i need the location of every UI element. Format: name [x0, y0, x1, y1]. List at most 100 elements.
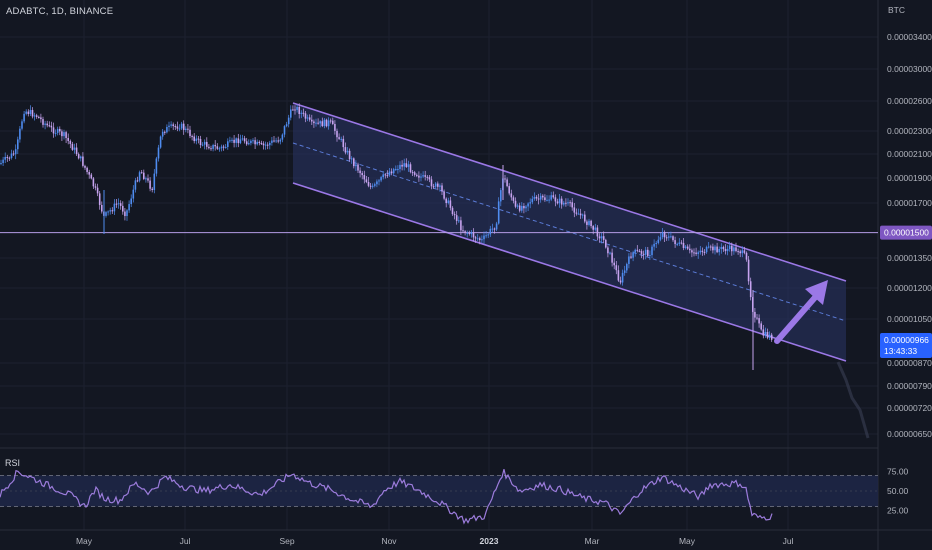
- candle: [170, 124, 172, 126]
- candle: [613, 262, 615, 266]
- price-tick-label: 0.00003400: [887, 32, 932, 42]
- candle: [273, 140, 275, 142]
- candle: [294, 109, 296, 111]
- candle: [672, 236, 674, 241]
- candle: [760, 323, 762, 330]
- time-axis-label: 2023: [480, 536, 499, 546]
- candle: [94, 186, 97, 188]
- candle: [290, 109, 292, 118]
- candle: [302, 112, 305, 114]
- candle: [479, 238, 481, 240]
- candle: [321, 121, 324, 127]
- candle: [539, 195, 542, 200]
- candle: [382, 174, 384, 178]
- candle: [149, 180, 151, 189]
- candle: [285, 124, 288, 127]
- candle: [647, 249, 649, 256]
- candle: [615, 265, 618, 271]
- candle: [166, 126, 168, 133]
- candle: [472, 232, 475, 238]
- candle: [193, 136, 195, 142]
- candle: [558, 198, 561, 204]
- candle: [130, 198, 132, 205]
- candle: [483, 235, 485, 240]
- candle: [653, 243, 655, 247]
- candle: [308, 117, 311, 120]
- candle: [481, 239, 483, 241]
- candle: [731, 245, 733, 252]
- candle: [323, 119, 326, 127]
- candle: [733, 247, 735, 252]
- candle: [224, 146, 227, 148]
- candle: [353, 158, 355, 167]
- candle: [40, 117, 42, 120]
- candle: [359, 170, 361, 174]
- candle: [451, 207, 454, 215]
- candle: [80, 156, 82, 159]
- candle: [401, 164, 403, 167]
- candle: [346, 150, 349, 153]
- candle: [35, 115, 38, 117]
- candle: [378, 180, 380, 182]
- candle: [434, 183, 437, 187]
- candle: [153, 173, 156, 190]
- candle: [390, 171, 393, 174]
- price-tick-label: 0.00001050: [887, 314, 932, 324]
- candle: [292, 109, 294, 111]
- candle: [266, 144, 269, 146]
- candle: [252, 140, 254, 142]
- candle: [31, 110, 34, 117]
- candle: [187, 128, 189, 130]
- candle: [497, 201, 500, 224]
- candle: [621, 272, 624, 283]
- candle: [676, 243, 678, 245]
- time-axis-label: Sep: [279, 536, 294, 546]
- candle: [407, 164, 410, 167]
- candle: [388, 171, 391, 176]
- candle: [680, 242, 683, 244]
- candle: [168, 125, 170, 127]
- rsi-label: RSI: [5, 458, 21, 468]
- arrow-icon: [774, 291, 821, 344]
- candle: [605, 239, 607, 248]
- rsi-tick-label: 25.00: [887, 506, 909, 516]
- candle: [659, 237, 662, 240]
- candle: [739, 251, 741, 254]
- candle: [109, 210, 111, 212]
- candle: [422, 175, 424, 177]
- candle: [122, 205, 124, 212]
- candle: [567, 202, 569, 204]
- candle: [214, 144, 216, 147]
- candle: [332, 120, 334, 124]
- candle: [136, 180, 139, 182]
- candle: [529, 202, 531, 204]
- candle: [357, 164, 359, 171]
- candle: [363, 175, 366, 180]
- candle: [607, 247, 609, 254]
- candle: [229, 140, 231, 142]
- candle: [523, 206, 525, 209]
- candle: [84, 165, 86, 168]
- candle: [254, 140, 256, 145]
- candle: [348, 150, 351, 160]
- candle: [191, 136, 193, 138]
- candle: [344, 147, 347, 153]
- candle: [117, 203, 120, 205]
- candle: [54, 132, 57, 134]
- rsi-tick-label: 75.00: [887, 467, 909, 477]
- candle: [663, 232, 666, 238]
- candle: [495, 223, 498, 230]
- candle: [453, 214, 456, 216]
- candle: [651, 246, 653, 256]
- candle: [262, 143, 265, 146]
- candle: [598, 236, 601, 239]
- candle: [113, 203, 116, 212]
- candle: [726, 249, 729, 252]
- candle: [537, 198, 540, 200]
- time-axis-label: Jul: [180, 536, 191, 546]
- candle: [668, 236, 670, 238]
- candle: [458, 220, 460, 222]
- candle: [397, 169, 399, 171]
